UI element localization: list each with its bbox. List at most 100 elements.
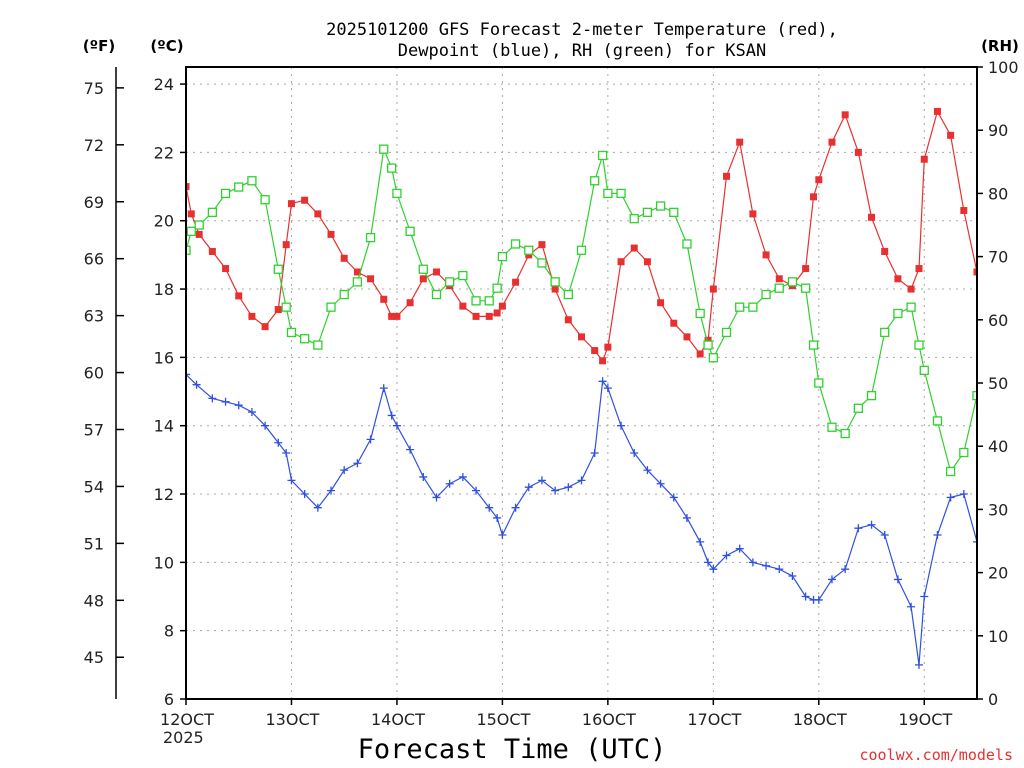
rh-point <box>708 353 718 363</box>
dewpoint-point <box>841 565 850 574</box>
dewpoint-point <box>656 479 665 488</box>
temperature-point <box>736 138 744 146</box>
rh-point <box>919 365 929 376</box>
rh-point <box>458 270 468 281</box>
rh-point <box>273 264 283 274</box>
dewpoint-point <box>458 472 467 481</box>
rh-point <box>906 302 916 312</box>
temperature-point <box>599 357 607 365</box>
rh-tick-label: 50 <box>988 374 1008 393</box>
temperature-point <box>186 183 190 191</box>
temperature-point <box>187 210 195 218</box>
rh-point <box>405 226 415 236</box>
dewpoint-point <box>208 394 217 403</box>
temperature-point <box>472 312 480 320</box>
temperature-point <box>749 210 757 218</box>
rh-point <box>431 289 442 300</box>
dewpoint-point <box>704 558 713 567</box>
rh-point <box>642 207 653 218</box>
temperature-point <box>432 268 440 276</box>
celsius-tick-label: 6 <box>164 690 174 709</box>
dewpoint-point <box>564 483 573 492</box>
fahrenheit-tick-label: 48 <box>84 591 104 610</box>
temperature-point <box>696 350 704 358</box>
rh-point <box>682 239 692 249</box>
temperature-point <box>538 241 546 249</box>
dewpoint-point <box>392 421 401 430</box>
dewpoint-point <box>722 551 731 560</box>
rh-point <box>326 302 336 312</box>
temperature-point <box>419 275 427 283</box>
dewpoint-point <box>261 421 270 430</box>
rh-unit-label: (RH) <box>981 37 1019 55</box>
series-temperature <box>186 107 977 365</box>
rh-point <box>787 277 798 287</box>
rh-point <box>339 289 349 300</box>
dewpoint-point <box>709 565 718 574</box>
temperature-point <box>367 275 375 283</box>
dewpoint-point <box>493 513 502 522</box>
rh-point <box>207 207 218 218</box>
x-tick-label: 19OCT <box>898 710 952 729</box>
rh-point <box>914 340 924 350</box>
rh-point <box>748 302 758 312</box>
rh-point <box>194 220 204 230</box>
rh-point <box>471 296 481 306</box>
rh-point <box>972 390 977 401</box>
temperature-point <box>670 319 678 327</box>
fahrenheit-tick-label: 63 <box>84 307 104 326</box>
dewpoint-point <box>274 438 283 447</box>
rh-point <box>260 195 270 205</box>
rh-point <box>945 466 956 477</box>
chart-title-line1: 2025101200 GFS Forecast 2-meter Temperat… <box>326 20 838 40</box>
dewpoint-point <box>192 380 201 389</box>
rh-tick-label: 30 <box>988 500 1008 519</box>
temperature-point <box>287 200 295 208</box>
temperature-point <box>282 241 290 249</box>
temperature-point <box>709 285 717 293</box>
celsius-tick-label: 24 <box>154 75 174 94</box>
dewpoint-point <box>472 486 481 495</box>
temperature-point <box>493 309 501 317</box>
temperature-point <box>340 254 348 262</box>
rh-point <box>563 289 573 300</box>
rh-tick-label: 10 <box>988 627 1008 646</box>
temperature-point <box>208 247 216 255</box>
temperature-point <box>380 295 388 303</box>
temperature-point <box>393 312 401 320</box>
rh-point <box>893 308 903 319</box>
temperature-point <box>810 193 818 201</box>
rh-point <box>703 340 713 350</box>
temperature-point <box>261 323 269 331</box>
dewpoint-point <box>300 490 309 499</box>
rh-point <box>537 258 547 268</box>
celsius-tick-label: 10 <box>154 553 174 572</box>
dewpoint-point <box>287 476 296 485</box>
temperature-point <box>591 347 599 355</box>
rh-point <box>186 226 196 236</box>
rh-point <box>603 188 613 199</box>
rh-point <box>721 327 732 338</box>
rh-tick-label: 0 <box>988 690 998 709</box>
temperature-point <box>512 278 520 286</box>
rh-point <box>524 245 534 255</box>
temperature-point <box>657 299 665 307</box>
temperature-point <box>564 316 572 324</box>
dewpoint-point <box>603 384 612 393</box>
dewpoint-point <box>340 466 349 475</box>
temperature-point <box>388 312 396 320</box>
dewpoint-point <box>282 449 291 458</box>
rh-point <box>286 327 297 338</box>
credit-link[interactable]: coolwx.com/models <box>859 746 1013 764</box>
dewpoint-point <box>432 493 441 502</box>
dewpoint-point <box>524 483 533 492</box>
rh-point <box>247 176 257 186</box>
rh-point <box>774 283 784 293</box>
rh-point <box>186 245 191 255</box>
temperature-point <box>353 268 361 276</box>
dewpoint-point <box>186 370 190 379</box>
temperature-point <box>828 138 836 146</box>
dewpoint-point <box>775 565 784 574</box>
